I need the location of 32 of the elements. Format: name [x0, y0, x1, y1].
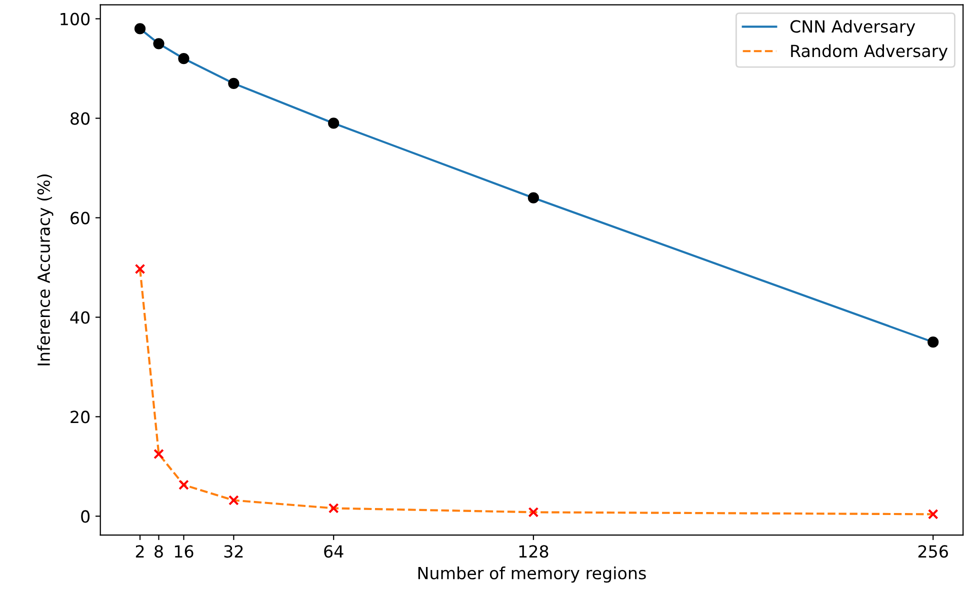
- y-tick-label: 80: [70, 112, 90, 125]
- point: [178, 480, 189, 490]
- point: [928, 336, 939, 348]
- point: [328, 503, 339, 514]
- x-axis-title: Number of memory regions: [418, 566, 646, 583]
- point: [528, 507, 539, 518]
- legend-label: CNN Adversary: [790, 20, 916, 36]
- point: [134, 23, 146, 34]
- point: [228, 495, 239, 506]
- x-tick-label: 32: [224, 545, 243, 558]
- point: [134, 264, 146, 274]
- x-tick-label: 64: [324, 545, 344, 558]
- x-tick-label: 128: [519, 545, 548, 558]
- x-tick-label: 256: [918, 545, 948, 558]
- point: [328, 118, 340, 129]
- point: [154, 448, 164, 460]
- y-tick-label: 40: [70, 311, 90, 324]
- y-tick-label: 0: [81, 510, 90, 523]
- y-tick-label: 100: [60, 12, 90, 26]
- point: [228, 78, 240, 89]
- x-tick-label: 16: [174, 545, 194, 558]
- legend-label: Random Adversary: [791, 44, 948, 60]
- y-axis-title: Inference Accuracy (%): [37, 174, 54, 366]
- point: [178, 53, 190, 64]
- x-tick-label: 8: [154, 545, 163, 558]
- y-tick-label: 20: [70, 410, 90, 424]
- point: [528, 192, 539, 204]
- point: [928, 508, 938, 520]
- line-series: [138, 268, 934, 516]
- point: [153, 38, 164, 50]
- x-tick-label: 2: [136, 545, 144, 558]
- y-tick-label: 60: [70, 212, 90, 224]
